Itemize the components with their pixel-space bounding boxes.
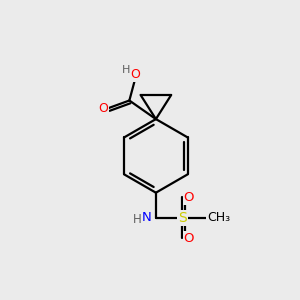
Text: O: O [98,102,108,115]
Text: H: H [122,65,130,75]
Text: N: N [142,211,152,224]
Text: O: O [184,190,194,204]
Text: H: H [133,213,142,226]
Text: O: O [184,232,194,245]
Text: S: S [178,211,187,225]
Text: CH₃: CH₃ [207,211,230,224]
Text: O: O [130,68,140,81]
